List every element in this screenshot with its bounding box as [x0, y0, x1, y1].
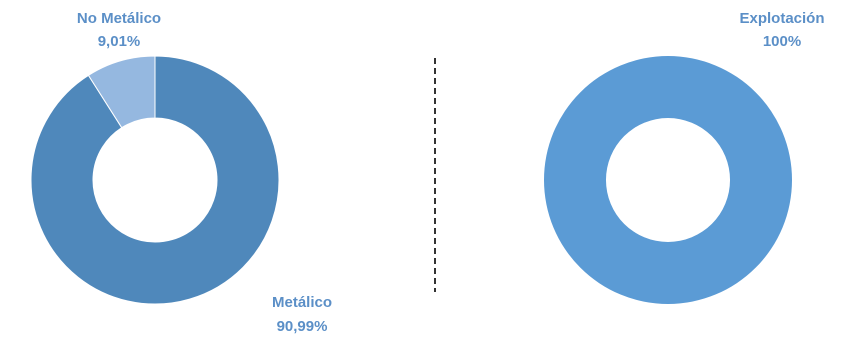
donut-chart-tipo-mineral: No Metálico 9,01% Metálico 90,99%: [30, 10, 332, 335]
slice-no-metalico: [87, 55, 156, 129]
slice-label-metalico: Metálico: [272, 294, 332, 311]
slice-explotacion: [544, 56, 792, 304]
slice-value-metalico: 90,99%: [277, 318, 328, 335]
donut-chart-actividad: Explotación 100%: [544, 10, 825, 304]
slice-metalico: [30, 55, 280, 305]
slice-label-no-metalico: No Metálico: [77, 10, 161, 27]
slice-value-no-metalico: 9,01%: [98, 33, 141, 50]
slice-label-explotacion: Explotación: [739, 10, 824, 27]
slice-value-explotacion: 100%: [763, 33, 801, 50]
